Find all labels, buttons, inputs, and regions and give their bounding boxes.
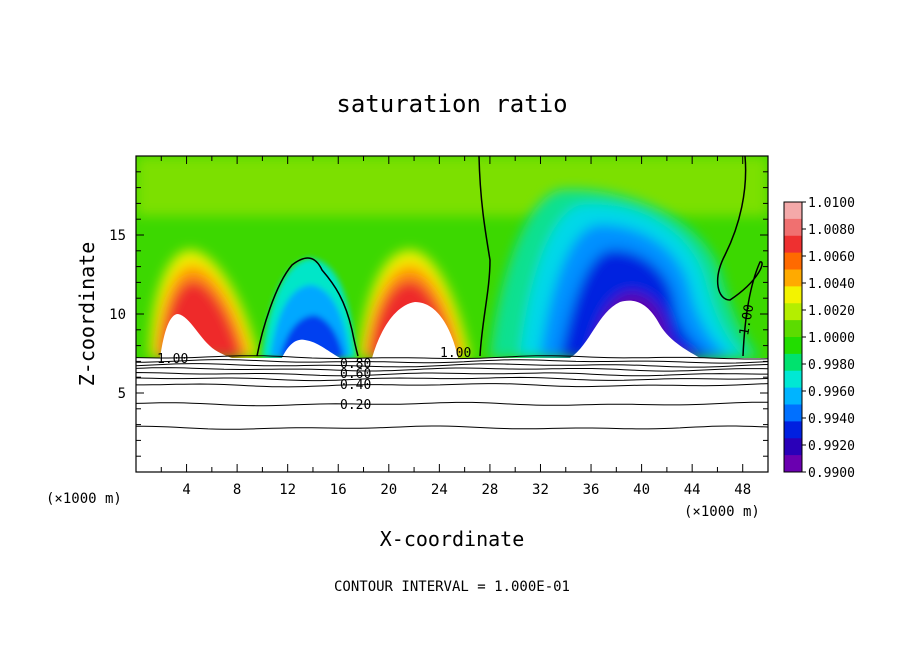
contour-line <box>135 376 769 382</box>
y-tick-label: 10 <box>109 307 126 323</box>
x-axis-label: X-coordinate <box>380 527 525 551</box>
x-tick-label: 36 <box>583 482 600 498</box>
colorbar-label: 1.0000 <box>808 331 855 346</box>
x-tick-label: 32 <box>532 482 549 498</box>
colorbar-swatch <box>784 303 802 321</box>
y-axis-label: Z-coordinate <box>75 242 99 387</box>
colorbar-swatch <box>784 387 802 405</box>
colorbar-swatch <box>784 353 802 372</box>
x-axis: 4 8 12 16 20 24 28 32 36 40 44 48 <box>160 156 769 498</box>
contour-labels: 1.00 1.00 1.00 0.80 0.60 0.40 0.20 <box>157 303 757 413</box>
x-tick-label: 12 <box>279 482 296 498</box>
contour-line <box>135 425 769 430</box>
x-tick-label: 40 <box>633 482 650 498</box>
chart-title: saturation ratio <box>336 90 567 118</box>
contour-label: 1.00 <box>737 303 757 336</box>
colorbar-label: 1.0040 <box>808 277 855 292</box>
y-tick-label: 5 <box>118 386 126 402</box>
heatmap-field <box>136 156 768 358</box>
lower-contours <box>135 355 769 430</box>
x-tick-label: 24 <box>431 482 448 498</box>
colorbar-swatch <box>784 404 802 422</box>
contour-interval-note: CONTOUR INTERVAL = 1.000E-01 <box>334 579 570 595</box>
contour-label: 0.20 <box>340 398 371 413</box>
x-tick-label: 48 <box>734 482 751 498</box>
contour-line <box>135 367 769 372</box>
colorbar-label: 1.0100 <box>808 196 855 211</box>
contour-label: 0.40 <box>340 378 371 393</box>
colorbar-swatch <box>784 252 802 270</box>
colorbar-swatch <box>784 286 802 304</box>
colorbar-label: 1.0080 <box>808 223 855 238</box>
x-tick-label: 28 <box>481 482 498 498</box>
colorbar-label: 0.9920 <box>808 439 855 454</box>
x-tick-label: 4 <box>182 482 190 498</box>
colorbar-swatch <box>784 455 802 473</box>
x-tick-label: 8 <box>233 482 241 498</box>
colorbar-swatch <box>784 269 802 287</box>
x-tick-label: 16 <box>330 482 347 498</box>
contour-line <box>135 359 769 364</box>
colorbar-swatch <box>784 320 802 338</box>
colorbar-swatch <box>784 370 802 389</box>
contour-label: 1.00 <box>440 346 471 361</box>
contour-label: 0.60 <box>340 367 371 382</box>
colorbar-label: 0.9980 <box>808 358 855 373</box>
contour-label: 0.80 <box>340 357 371 372</box>
contour-label: 1.00 <box>157 352 188 367</box>
y-tick-label: 15 <box>109 228 126 244</box>
x-unit-right: (×1000 m) <box>684 504 760 520</box>
colorbar-label: 0.9900 <box>808 466 855 481</box>
colorbar-swatch <box>784 218 802 237</box>
contour-line <box>135 401 768 407</box>
colorbar-swatch <box>784 337 802 355</box>
contour-line <box>135 363 769 368</box>
contour-line <box>135 371 768 377</box>
colorbar: 1.0100 1.0080 1.0060 1.0040 1.0020 1.0000 0.99… <box>783 196 855 481</box>
x-tick-label: 44 <box>684 482 701 498</box>
colorbar-swatch <box>784 438 802 456</box>
colorbar-swatch <box>784 421 802 439</box>
colorbar-label: 0.9960 <box>808 385 855 400</box>
colorbar-swatch <box>784 202 802 220</box>
colorbar-label: 1.0020 <box>808 304 855 319</box>
colorbar-label: 1.0060 <box>808 250 855 265</box>
contour-line <box>135 383 769 388</box>
colorbar-swatch <box>784 235 802 254</box>
x-unit-left: (×1000 m) <box>46 491 122 507</box>
colorbar-label: 0.9940 <box>808 412 855 427</box>
y-axis: 5 10 15 <box>109 171 768 457</box>
x-tick-label: 20 <box>380 482 397 498</box>
contour-line <box>135 355 769 360</box>
